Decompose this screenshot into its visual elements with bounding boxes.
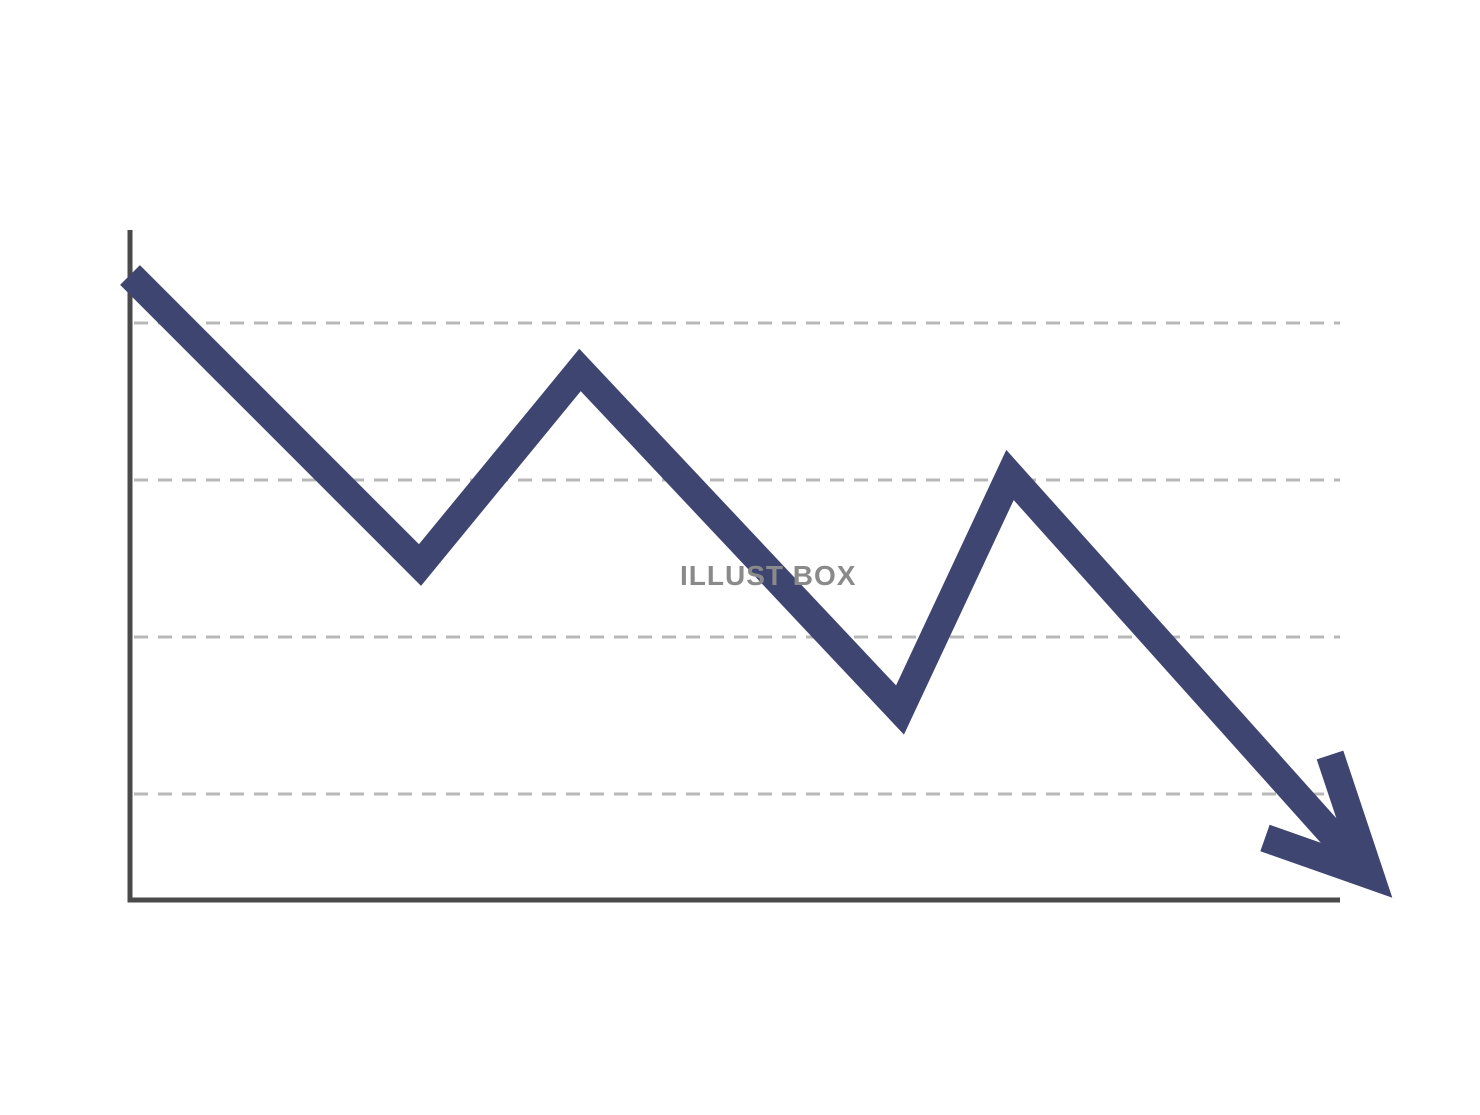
decline-chart xyxy=(0,0,1480,1110)
chart-container xyxy=(0,0,1480,1115)
trend-line xyxy=(130,275,1355,860)
